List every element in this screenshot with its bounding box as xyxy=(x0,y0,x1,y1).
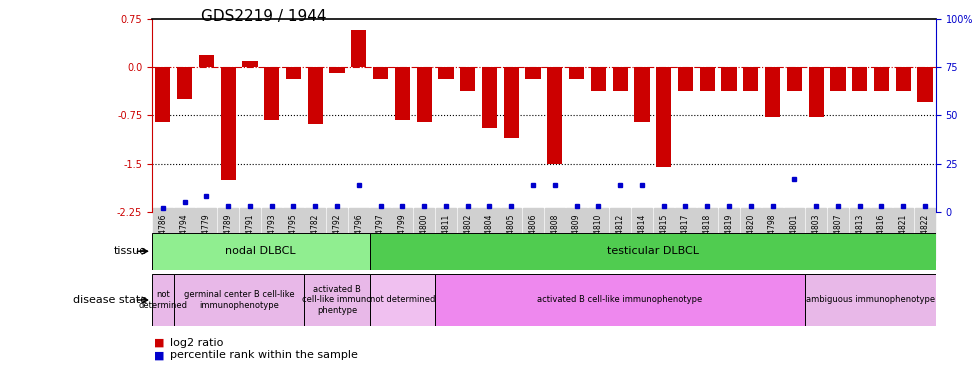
Text: log2 ratio: log2 ratio xyxy=(170,338,222,348)
Bar xyxy=(852,67,867,92)
Bar xyxy=(591,67,606,92)
Bar xyxy=(369,232,936,270)
Text: not
determined: not determined xyxy=(138,290,187,310)
Bar xyxy=(917,67,933,102)
Bar xyxy=(482,67,497,128)
Bar xyxy=(896,67,910,92)
Text: germinal center B cell-like
immunophenotype: germinal center B cell-like immunophenot… xyxy=(183,290,294,310)
Bar xyxy=(438,67,454,79)
Text: activated B
cell-like immuno
phentype: activated B cell-like immuno phentype xyxy=(302,285,371,315)
Bar xyxy=(155,67,171,122)
Bar xyxy=(152,274,173,326)
Bar xyxy=(329,67,345,74)
Bar xyxy=(547,67,563,164)
Bar xyxy=(305,274,369,326)
Bar xyxy=(460,67,475,92)
Bar xyxy=(830,67,846,92)
Text: activated B cell-like immunophenotype: activated B cell-like immunophenotype xyxy=(537,296,703,304)
Text: testicular DLBCL: testicular DLBCL xyxy=(607,246,699,256)
Text: not determined: not determined xyxy=(369,296,435,304)
Bar xyxy=(806,274,936,326)
Bar xyxy=(721,67,737,92)
Bar xyxy=(242,61,258,67)
Bar xyxy=(765,67,780,117)
Bar xyxy=(177,67,192,99)
Bar xyxy=(808,67,824,117)
Bar xyxy=(504,67,518,138)
Bar xyxy=(220,67,236,180)
Bar xyxy=(656,67,671,167)
Bar xyxy=(525,67,541,79)
Bar xyxy=(286,67,301,79)
Text: tissue: tissue xyxy=(114,246,147,256)
Bar xyxy=(395,67,410,120)
Bar xyxy=(152,232,369,270)
Text: nodal DLBCL: nodal DLBCL xyxy=(225,246,296,256)
Bar xyxy=(264,67,279,120)
Bar xyxy=(369,274,435,326)
Bar xyxy=(787,67,802,92)
Bar xyxy=(351,30,367,67)
Text: disease state: disease state xyxy=(73,295,147,305)
Bar xyxy=(743,67,759,92)
Bar xyxy=(874,67,889,92)
Text: GDS2219 / 1944: GDS2219 / 1944 xyxy=(201,9,326,24)
Bar xyxy=(416,67,432,122)
Bar xyxy=(678,67,693,92)
Bar xyxy=(569,67,584,79)
Bar xyxy=(199,56,214,67)
Bar xyxy=(700,67,714,92)
Text: ■: ■ xyxy=(154,351,165,360)
Bar xyxy=(634,67,650,122)
Bar xyxy=(308,67,322,124)
Bar xyxy=(373,67,388,79)
Text: ambiguous immunophenotype: ambiguous immunophenotype xyxy=(806,296,935,304)
Bar xyxy=(435,274,806,326)
Text: percentile rank within the sample: percentile rank within the sample xyxy=(170,351,358,360)
Bar xyxy=(173,274,305,326)
Bar xyxy=(612,67,628,92)
Text: ■: ■ xyxy=(154,338,165,348)
